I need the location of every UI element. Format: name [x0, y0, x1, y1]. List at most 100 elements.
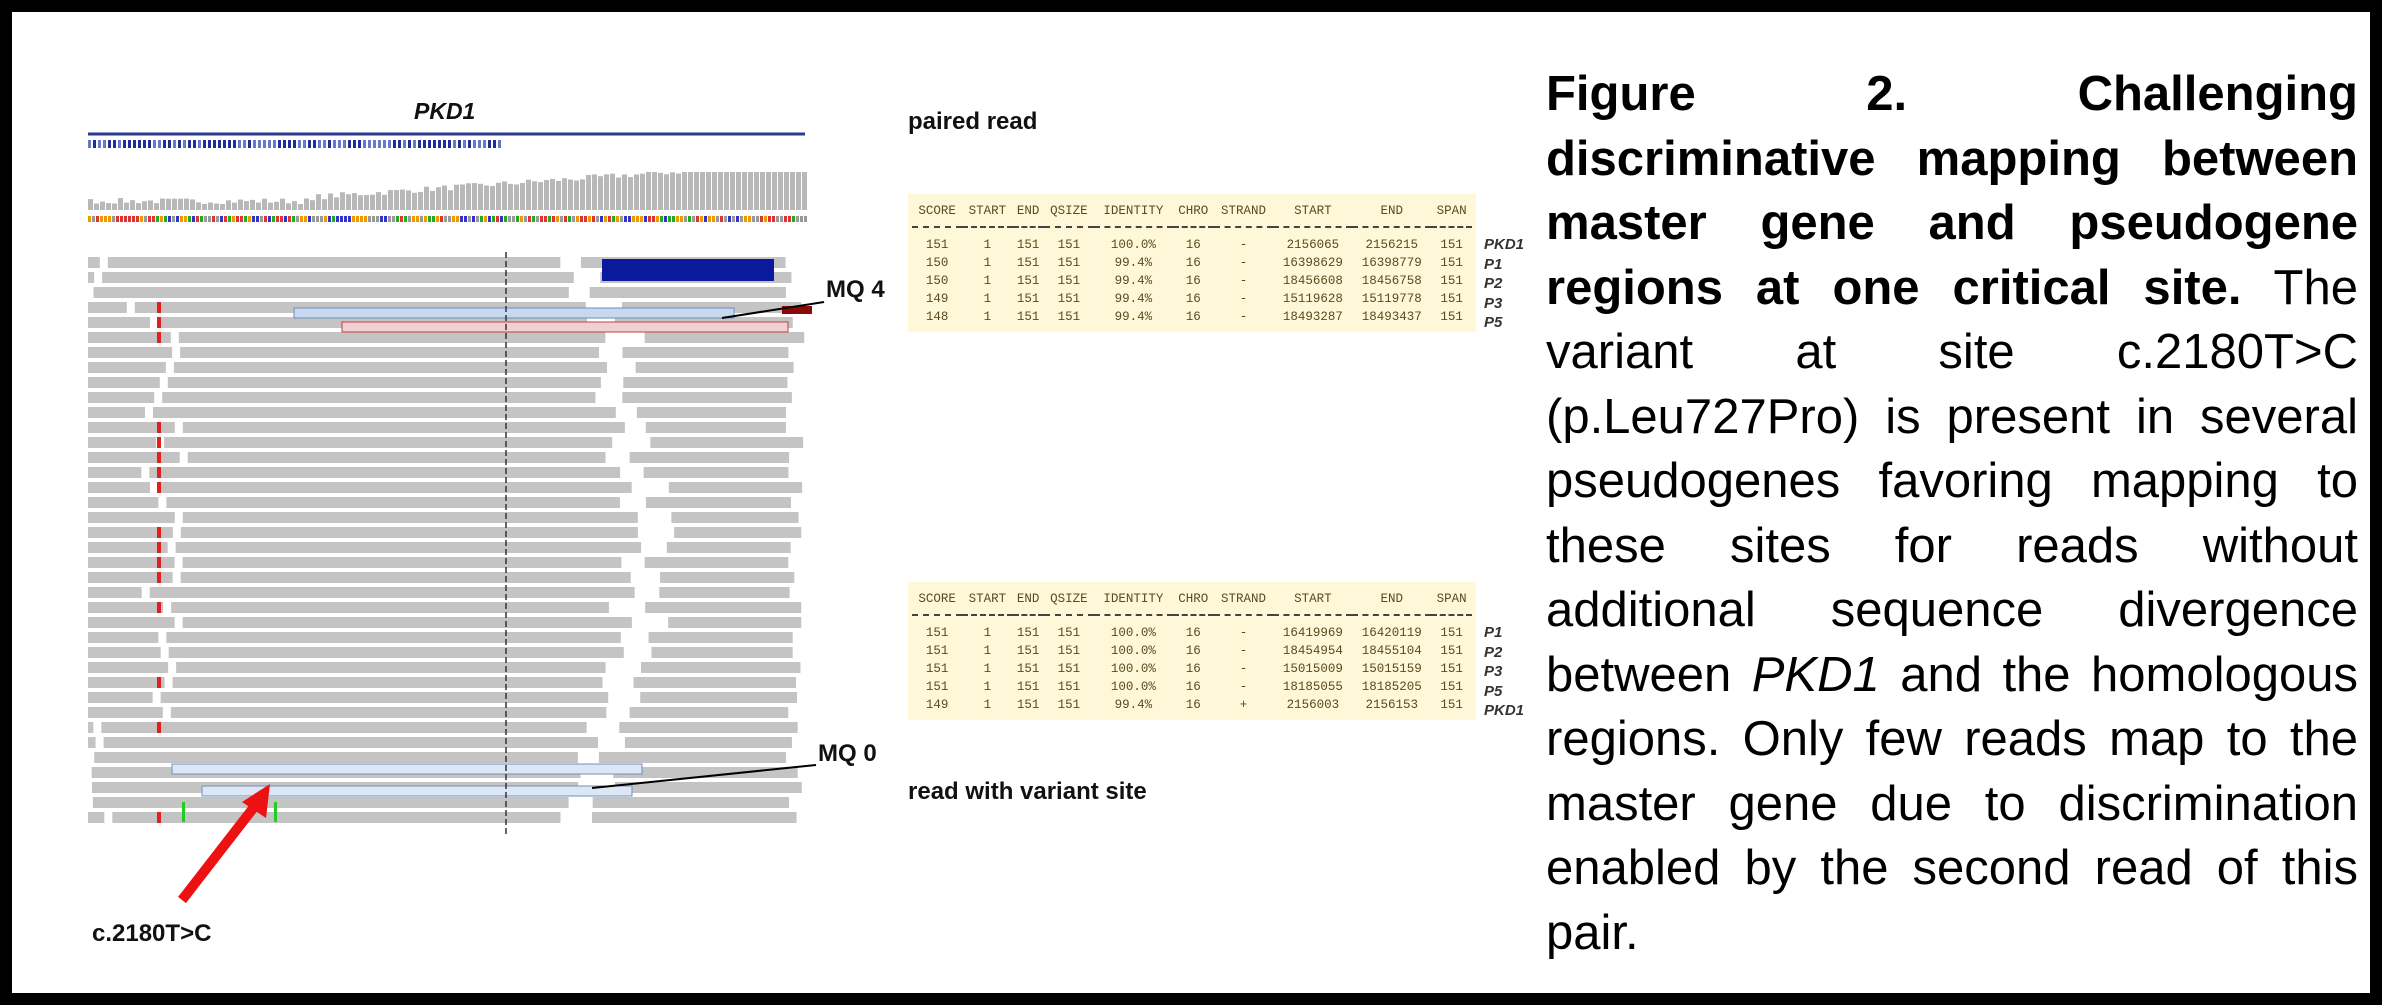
- sequence: [624, 216, 627, 222]
- read: [112, 812, 560, 823]
- header-cell: QSIZE: [1044, 588, 1094, 615]
- sequence: [720, 216, 723, 222]
- ruler-tick: [343, 140, 346, 148]
- sequence: [700, 216, 703, 222]
- sequence: [168, 216, 171, 222]
- coverage: [268, 203, 273, 210]
- header-cell: START: [1273, 200, 1352, 227]
- coverage: [328, 193, 333, 210]
- coverage: [556, 181, 561, 210]
- sequence: [716, 216, 719, 222]
- read: [150, 587, 635, 598]
- sequence: [428, 216, 431, 222]
- read: [88, 632, 158, 643]
- ruler-tick: [403, 140, 406, 148]
- coverage: [784, 172, 789, 210]
- ruler-tick: [143, 140, 146, 148]
- coverage: [178, 199, 183, 210]
- read: [88, 692, 153, 703]
- sequence: [328, 216, 331, 222]
- sequence: [280, 216, 283, 222]
- sequence: [552, 216, 555, 222]
- coverage: [778, 172, 783, 210]
- coverage: [688, 172, 693, 210]
- cell: -: [1214, 227, 1274, 254]
- ruler-tick: [153, 140, 156, 148]
- read: [88, 662, 168, 673]
- coverage: [232, 203, 237, 210]
- cell: 100.0%: [1094, 642, 1173, 660]
- coverage: [364, 195, 369, 210]
- read: [88, 407, 145, 418]
- sequence: [112, 216, 115, 222]
- ruler-tick: [248, 140, 251, 148]
- read: [181, 527, 638, 538]
- sequence: [304, 216, 307, 222]
- sequence: [96, 216, 99, 222]
- coverage: [358, 195, 363, 210]
- sequence: [524, 216, 527, 222]
- sequence: [292, 216, 295, 222]
- sequence: [388, 216, 391, 222]
- sequence: [88, 216, 91, 222]
- cell: 15119628: [1273, 290, 1352, 308]
- read: [88, 647, 161, 658]
- coverage: [274, 202, 279, 210]
- read: [88, 302, 127, 313]
- coverage: [700, 172, 705, 210]
- row-label: PKD1: [1484, 702, 1524, 719]
- ruler-tick: [203, 140, 206, 148]
- coverage: [424, 187, 429, 210]
- cell: 15119778: [1352, 290, 1431, 308]
- cell: 18185055: [1273, 678, 1352, 696]
- sequence: [376, 216, 379, 222]
- sequence: [236, 216, 239, 222]
- read: [650, 437, 803, 448]
- coverage: [694, 172, 699, 210]
- ruler-tick: [173, 140, 176, 148]
- cell: 151: [1044, 615, 1094, 642]
- ruler-tick: [273, 140, 276, 148]
- read: [179, 332, 606, 343]
- read: [660, 572, 794, 583]
- sequence: [140, 216, 143, 222]
- ruler-tick: [118, 140, 121, 148]
- cell: 1: [962, 678, 1012, 696]
- sequence: [704, 216, 707, 222]
- coverage: [592, 174, 597, 210]
- cell: 16: [1173, 254, 1214, 272]
- read: [593, 797, 789, 808]
- sequence: [260, 216, 263, 222]
- cell: 16: [1173, 642, 1214, 660]
- header-cell: QSIZE: [1044, 200, 1094, 227]
- sequence: [100, 216, 103, 222]
- coverage: [610, 174, 615, 210]
- sequence: [300, 216, 303, 222]
- ruler-tick: [333, 140, 336, 148]
- read: [162, 392, 595, 403]
- sequence: [200, 216, 203, 222]
- coverage: [154, 203, 159, 210]
- ruler-tick: [98, 140, 101, 148]
- cell: 148: [912, 308, 962, 326]
- cell: 149: [912, 696, 962, 714]
- coverage: [550, 179, 555, 210]
- sequence: [256, 216, 259, 222]
- header-row: SCORESTARTENDQSIZEIDENTITYCHROSTRANDSTAR…: [912, 588, 1472, 615]
- read: [671, 512, 798, 523]
- read: [173, 677, 603, 688]
- coverage: [412, 193, 417, 210]
- sequence: [728, 216, 731, 222]
- read: [166, 632, 620, 643]
- cell: -: [1214, 615, 1274, 642]
- cell: 151: [1044, 290, 1094, 308]
- read: [602, 259, 774, 281]
- sequence: [796, 216, 799, 222]
- coverage: [802, 172, 807, 210]
- cell: 2156003: [1273, 696, 1352, 714]
- sequence: [408, 216, 411, 222]
- read: [646, 422, 786, 433]
- read: [161, 692, 609, 703]
- read: [88, 602, 163, 613]
